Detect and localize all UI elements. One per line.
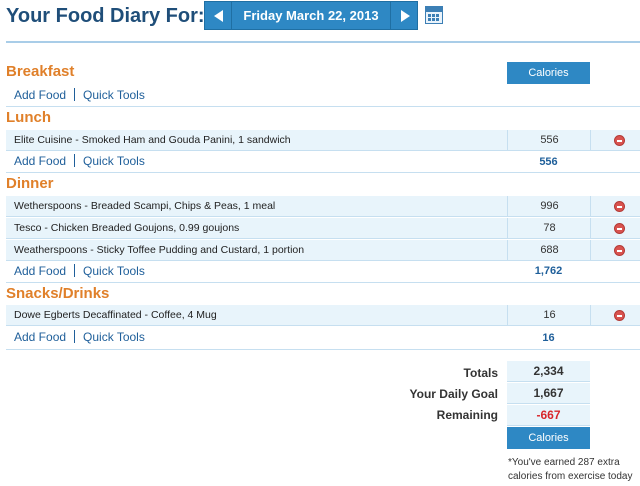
calendar-icon[interactable] (425, 6, 443, 24)
diary-header: Your Food Diary For: Friday March 22, 20… (0, 0, 640, 40)
dinner-actions: Add Food Quick Tools (14, 264, 145, 278)
chevron-right-icon (401, 10, 410, 22)
section-title-dinner: Dinner (6, 175, 54, 192)
breakfast-add-food-link[interactable]: Add Food (14, 88, 67, 102)
lunch-calorie-total: 556 (539, 156, 558, 168)
food-entry-calories: 688 (540, 244, 559, 256)
next-day-button[interactable] (390, 1, 418, 30)
food-entry-row: Dowe Egberts Decaffinated - Coffee, 4 Mu… (6, 305, 640, 326)
divider (6, 172, 640, 173)
food-entry-name[interactable]: Tesco - Chicken Breaded Goujons, 0.99 go… (14, 222, 240, 234)
snacks-add-food-link[interactable]: Add Food (14, 330, 67, 344)
snacks-quick-tools-link[interactable]: Quick Tools (83, 330, 145, 344)
food-entry-calories: 16 (543, 309, 556, 321)
food-entry-row: Elite Cuisine - Smoked Ham and Gouda Pan… (6, 130, 640, 151)
divider (6, 106, 640, 107)
section-title-breakfast: Breakfast (6, 63, 75, 80)
lunch-add-food-link[interactable]: Add Food (14, 154, 67, 168)
exercise-calories-note: *You've earned 287 extra calories from e… (508, 457, 633, 482)
lunch-quick-tools-link[interactable]: Quick Tools (83, 154, 145, 168)
page-title: Your Food Diary For: (6, 5, 205, 27)
food-entry-row: Tesco - Chicken Breaded Goujons, 0.99 go… (6, 218, 640, 239)
calories-column-footer: Calories (507, 427, 590, 449)
food-entry-calories: 78 (543, 222, 556, 234)
section-title-snacks: Snacks/Drinks (6, 285, 110, 302)
food-entry-row: Wetherspoons - Breaded Scampi, Chips & P… (6, 196, 640, 217)
breakfast-actions: Add Food Quick Tools (14, 88, 145, 102)
remaining-value: -667 (507, 405, 590, 426)
delete-entry-icon[interactable] (614, 223, 625, 234)
food-entry-calories: 556 (540, 134, 559, 146)
header-divider (6, 41, 640, 43)
snacks-actions: Add Food Quick Tools (14, 330, 145, 344)
totals-label: Totals (463, 366, 498, 380)
dinner-quick-tools-link[interactable]: Quick Tools (83, 264, 145, 278)
previous-day-button[interactable] (204, 1, 232, 30)
divider (6, 349, 640, 350)
delete-entry-icon[interactable] (614, 135, 625, 146)
daily-goal-label: Your Daily Goal (409, 387, 498, 401)
delete-entry-icon[interactable] (614, 310, 625, 321)
section-title-lunch: Lunch (6, 109, 51, 126)
food-entry-name[interactable]: Dowe Egberts Decaffinated - Coffee, 4 Mu… (14, 309, 217, 321)
food-entry-name[interactable]: Elite Cuisine - Smoked Ham and Gouda Pan… (14, 134, 291, 146)
breakfast-quick-tools-link[interactable]: Quick Tools (83, 88, 145, 102)
dinner-calorie-total: 1,762 (534, 265, 563, 277)
current-date: Friday March 22, 2013 (232, 1, 390, 30)
dinner-add-food-link[interactable]: Add Food (14, 264, 67, 278)
delete-entry-icon[interactable] (614, 201, 625, 212)
divider (6, 282, 640, 283)
snacks-calorie-total: 16 (542, 332, 555, 344)
food-entry-calories: 996 (540, 200, 559, 212)
lunch-actions: Add Food Quick Tools (14, 154, 145, 168)
daily-goal-value: 1,667 (507, 383, 590, 404)
chevron-left-icon (214, 10, 223, 22)
remaining-label: Remaining (436, 408, 498, 422)
totals-value: 2,334 (507, 361, 590, 382)
food-entry-row: Weatherspoons - Sticky Toffee Pudding an… (6, 240, 640, 261)
date-navigator: Friday March 22, 2013 (204, 1, 418, 30)
delete-entry-icon[interactable] (614, 245, 625, 256)
food-entry-name[interactable]: Wetherspoons - Breaded Scampi, Chips & P… (14, 200, 276, 212)
calories-column-header[interactable]: Calories (507, 62, 590, 84)
food-entry-name[interactable]: Weatherspoons - Sticky Toffee Pudding an… (14, 244, 305, 256)
